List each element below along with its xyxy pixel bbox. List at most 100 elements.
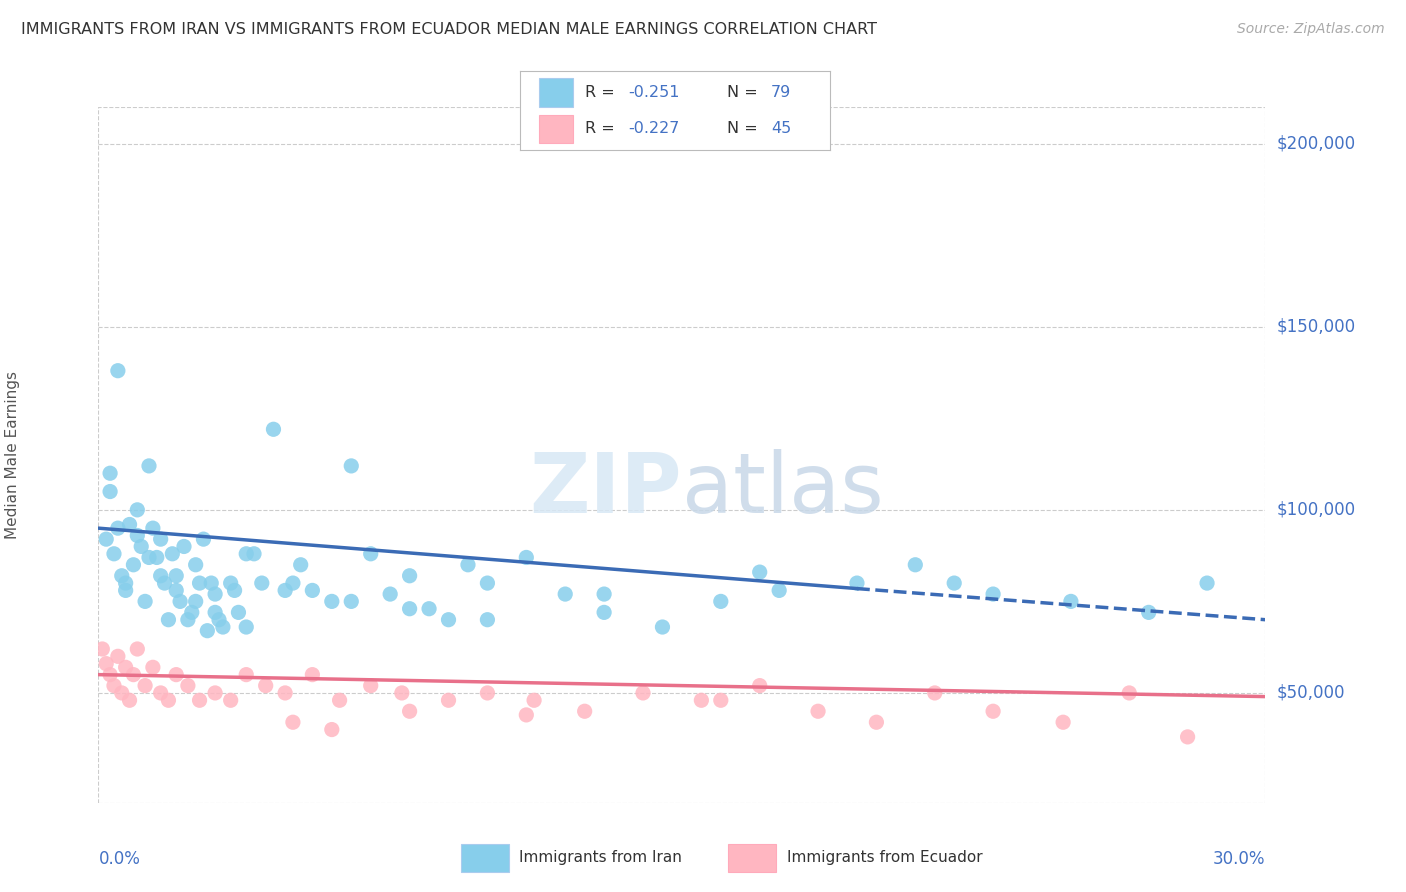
Point xyxy=(281,576,304,591)
Point xyxy=(165,583,187,598)
Point xyxy=(98,667,121,681)
Point xyxy=(111,568,134,582)
Point xyxy=(748,565,770,579)
Point xyxy=(162,547,184,561)
Point xyxy=(710,594,733,608)
Point xyxy=(768,583,790,598)
Point xyxy=(188,693,211,707)
Text: 79: 79 xyxy=(770,85,792,100)
Point xyxy=(924,686,946,700)
FancyBboxPatch shape xyxy=(538,78,572,107)
Point xyxy=(418,601,440,615)
Point xyxy=(134,679,156,693)
Point xyxy=(204,686,226,700)
Point xyxy=(96,657,118,671)
Point xyxy=(301,583,323,598)
Point xyxy=(122,667,145,681)
Point xyxy=(219,576,242,591)
Point xyxy=(398,568,420,582)
Point xyxy=(690,693,713,707)
Text: -0.227: -0.227 xyxy=(628,121,681,136)
Point xyxy=(157,613,180,627)
Point xyxy=(157,693,180,707)
Point xyxy=(593,587,616,601)
Point xyxy=(477,576,499,591)
Point xyxy=(554,587,576,601)
Point xyxy=(96,532,118,546)
Point xyxy=(235,547,257,561)
Point xyxy=(177,613,200,627)
Text: 30.0%: 30.0% xyxy=(1213,850,1265,869)
Point xyxy=(188,576,211,591)
Point xyxy=(360,547,382,561)
Point xyxy=(981,587,1004,601)
Point xyxy=(710,693,733,707)
Point xyxy=(114,576,136,591)
Point xyxy=(149,568,172,582)
Point xyxy=(515,550,537,565)
Point xyxy=(146,550,169,565)
Point xyxy=(845,576,868,591)
Point xyxy=(224,583,246,598)
Point xyxy=(193,532,215,546)
Point xyxy=(981,704,1004,718)
Point xyxy=(149,686,172,700)
Point xyxy=(177,679,200,693)
Point xyxy=(184,594,207,608)
FancyBboxPatch shape xyxy=(461,845,509,872)
Point xyxy=(118,693,141,707)
Point xyxy=(173,540,195,554)
Point xyxy=(180,606,202,620)
Point xyxy=(129,540,152,554)
Point xyxy=(523,693,546,707)
Point xyxy=(515,707,537,722)
Point xyxy=(184,558,207,572)
Point xyxy=(98,484,121,499)
Point xyxy=(219,693,242,707)
Text: Immigrants from Iran: Immigrants from Iran xyxy=(519,850,682,864)
Point xyxy=(114,583,136,598)
Point xyxy=(142,521,165,535)
Point xyxy=(243,547,266,561)
FancyBboxPatch shape xyxy=(728,845,776,872)
Point xyxy=(1177,730,1199,744)
Point xyxy=(134,594,156,608)
Point xyxy=(195,624,218,638)
Text: R =: R = xyxy=(585,121,620,136)
Text: $200,000: $200,000 xyxy=(1277,135,1357,153)
Point xyxy=(149,532,172,546)
Point xyxy=(398,704,420,718)
Text: $150,000: $150,000 xyxy=(1277,318,1357,335)
Point xyxy=(204,606,226,620)
Point xyxy=(138,550,160,565)
Point xyxy=(1060,594,1083,608)
Point xyxy=(321,723,343,737)
Point xyxy=(127,528,149,542)
Point xyxy=(250,576,273,591)
Text: 0.0%: 0.0% xyxy=(98,850,141,869)
Text: N =: N = xyxy=(727,121,763,136)
Text: Median Male Earnings: Median Male Earnings xyxy=(6,371,20,539)
Text: Source: ZipAtlas.com: Source: ZipAtlas.com xyxy=(1237,22,1385,37)
Point xyxy=(943,576,966,591)
Text: ZIP: ZIP xyxy=(530,450,682,530)
Point xyxy=(262,422,284,436)
Point xyxy=(165,568,187,582)
Point xyxy=(437,693,460,707)
Point xyxy=(1195,576,1218,591)
Point xyxy=(651,620,673,634)
Point xyxy=(631,686,654,700)
Point xyxy=(204,587,226,601)
Point xyxy=(340,594,363,608)
Point xyxy=(138,458,160,473)
Point xyxy=(1052,715,1074,730)
Point xyxy=(127,642,149,657)
Point xyxy=(274,686,297,700)
Point xyxy=(103,547,125,561)
Point xyxy=(329,693,352,707)
Point xyxy=(290,558,312,572)
Point xyxy=(457,558,479,572)
Point xyxy=(98,467,121,481)
Point xyxy=(200,576,222,591)
Text: $100,000: $100,000 xyxy=(1277,500,1357,519)
